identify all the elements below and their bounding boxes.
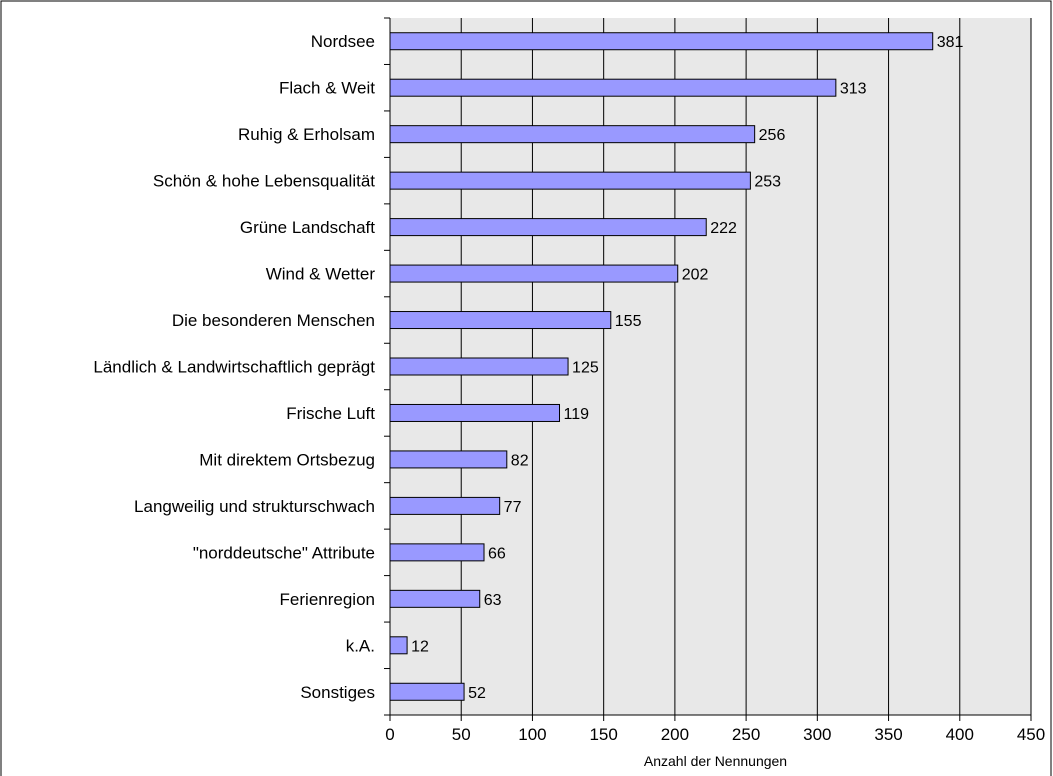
category-label-0: Nordsee [311,32,375,51]
category-label-9: Mit direktem Ortsbezug [199,450,375,469]
data-label-10: 77 [504,499,522,516]
category-label-2: Ruhig & Erholsam [238,125,375,144]
x-tick-label-150: 150 [589,725,617,744]
x-tick-label-0: 0 [385,725,394,744]
category-label-4: Grüne Landschaft [240,218,375,237]
data-label-5: 202 [682,267,709,284]
bar-14 [389,682,465,701]
bar-10 [389,496,501,515]
bar-11 [389,543,485,562]
category-label-3: Schön & hohe Lebensqualität [153,172,375,191]
data-label-11: 66 [488,545,506,562]
category-label-10: Langweilig und strukturschwach [134,497,375,516]
bar-6 [389,311,612,330]
bar-4 [389,218,707,237]
bar-7 [389,357,569,376]
axes [384,17,1032,721]
bar-13 [389,636,408,655]
x-tick-label-450: 450 [1017,725,1045,744]
data-label-13: 12 [411,638,429,655]
data-label-6: 155 [615,313,642,330]
data-label-8: 119 [564,406,590,423]
bars [389,32,934,701]
data-label-12: 63 [484,592,502,609]
x-tick-labels: 0 50 100 150 200 250 300 350 400 450 [385,725,1045,744]
data-label-4: 222 [710,220,737,237]
data-label-1: 313 [840,81,867,98]
data-label-7: 125 [572,360,599,377]
bar-9 [389,450,508,469]
bar-8 [389,403,561,422]
bar-5 [389,264,679,283]
category-label-13: k.A. [346,636,375,655]
bar-3 [389,171,751,190]
bar-0 [389,32,934,51]
data-labels: 381 313 256 253 222 202 155 125 119 82 77 66 63 12 52 [411,34,963,702]
data-label-14: 52 [468,685,486,702]
bar-1 [389,78,837,97]
bar-2 [389,125,756,144]
bar-12 [389,589,481,608]
category-label-7: Ländlich & Landwirtschaftlich geprägt [93,358,375,377]
x-tick-label-50: 50 [452,725,471,744]
category-label-5: Wind & Wetter [266,265,376,284]
x-tick-label-100: 100 [518,725,546,744]
x-tick-label-350: 350 [874,725,902,744]
data-label-9: 82 [511,452,529,469]
category-label-6: Die besonderen Menschen [172,311,375,330]
category-label-8: Frische Luft [286,404,375,423]
x-tick-label-400: 400 [946,725,974,744]
category-labels: Nordsee Flach & Weit Ruhig & Erholsam Schön… [93,32,375,702]
category-label-12: Ferienregion [280,590,375,609]
x-tick-label-250: 250 [732,725,760,744]
data-label-2: 256 [759,127,786,144]
data-label-0: 381 [937,34,964,51]
x-tick-label-200: 200 [661,725,689,744]
data-label-3: 253 [754,174,781,191]
x-tick-label-300: 300 [803,725,831,744]
x-axis-title: Anzahl der Nennungen [644,753,787,769]
category-label-11: "norddeutsche" Attribute [193,543,375,562]
category-label-1: Flach & Weit [279,79,375,98]
category-label-14: Sonstiges [300,683,375,702]
